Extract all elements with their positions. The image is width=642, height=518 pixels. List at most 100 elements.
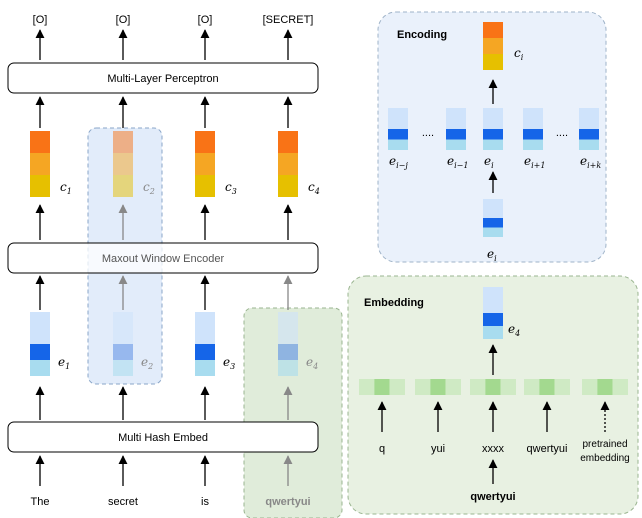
pretrained-label-line-2: embedding: [580, 453, 629, 464]
feature-vector-5: [582, 379, 628, 395]
embed-label-4-sub: 4: [312, 362, 318, 371]
encoding-input-label-sub: i: [494, 254, 497, 263]
embed-vector-4-upper: [278, 328, 298, 344]
embed-vector-1-bottom: [30, 360, 50, 376]
context-vector-2-bottom: [113, 175, 133, 197]
embedding-output-vector-mid: [483, 313, 503, 326]
encoding-input-label: ei: [487, 247, 497, 263]
window-dots-left: ....: [422, 127, 434, 139]
embed-vector-2-top: [113, 312, 133, 328]
encoding-input-vector-bottom: [483, 227, 503, 237]
embed-label-1: e1: [58, 355, 70, 371]
feature-vector-5-seg-3: [612, 379, 628, 395]
embed-vector-4-bottom: [278, 360, 298, 376]
window-vector-4-bottom: [523, 139, 543, 150]
window-vector-3: [483, 108, 503, 150]
encoding-output-vector-top: [483, 22, 503, 38]
hash-embed-label: Multi Hash Embed: [118, 432, 208, 444]
encoding-output-label-base: c: [514, 46, 521, 60]
window-vector-1-mid: [388, 129, 408, 140]
maxout-layer: Maxout Window Encoder: [7, 242, 319, 274]
context-label-1-sub: 1: [67, 187, 72, 196]
window-vector-5-upper: [579, 118, 599, 129]
embedding-output-label-base: e: [508, 322, 515, 336]
embedding-output-vector: [483, 287, 503, 339]
feature-vector-5-seg-2: [597, 379, 613, 395]
window-dots-right: ....: [556, 127, 568, 139]
window-vector-4-top: [523, 108, 543, 119]
embed-vector-4-mid: [278, 344, 298, 360]
encoding-input-vector-mid: [483, 218, 503, 228]
mlp-layer: Multi-Layer Perceptron: [7, 62, 319, 94]
window-label-2-sub: i−1: [454, 161, 468, 170]
context-vector-4-top: [278, 131, 298, 153]
embed-label-1-sub: 1: [65, 362, 70, 371]
context-vector-1-mid: [30, 153, 50, 175]
input-word-2: secret: [108, 496, 138, 508]
embed-vector-2-mid: [113, 344, 133, 360]
encoding-input-label-base: e: [487, 247, 494, 261]
feature-vector-2-seg-2: [430, 379, 446, 395]
context-label-3-base: c: [225, 180, 232, 194]
window-label-2: ei−1: [447, 154, 468, 170]
context-label-4: c4: [308, 180, 320, 196]
feature-label-2: yui: [431, 443, 445, 455]
feature-vector-4: [524, 379, 570, 395]
embed-label-2-base: e: [141, 355, 148, 369]
embedding-title: Embedding: [364, 297, 424, 309]
embed-label-2-sub: 2: [147, 362, 153, 371]
feature-vector-1-seg-2: [374, 379, 390, 395]
context-vector-2-mid: [113, 153, 133, 175]
window-vector-2-mid: [446, 129, 466, 140]
context-label-4-sub: 4: [314, 187, 320, 196]
window-vector-2-upper: [446, 118, 466, 129]
embed-vector-1-upper: [30, 328, 50, 344]
embed-label-1-base: e: [58, 355, 65, 369]
encoding-title: Encoding: [397, 29, 447, 41]
embed-vector-2-bottom: [113, 360, 133, 376]
window-label-2-base: e: [447, 154, 454, 168]
window-label-3-sub: i: [491, 161, 494, 170]
window-vector-2: [446, 108, 466, 150]
embedding-output-vector-upper: [483, 300, 503, 313]
embed-vector-1-top: [30, 312, 50, 328]
embed-vector-3-top: [195, 312, 215, 328]
feature-vector-2-seg-1: [415, 379, 431, 395]
window-vector-2-top: [446, 108, 466, 119]
window-label-3-base: e: [484, 154, 491, 168]
input-word-3: is: [201, 496, 209, 508]
pretrained-label-line-1: pretrained: [582, 439, 627, 450]
feature-vector-5-seg-1: [582, 379, 598, 395]
context-label-3: c3: [225, 180, 237, 196]
window-vector-5-top: [579, 108, 599, 119]
feature-vector-3-seg-2: [485, 379, 501, 395]
embed-vector-2: [113, 312, 133, 376]
context-vector-4-bottom: [278, 175, 298, 197]
window-label-5: ei+k: [580, 154, 601, 170]
embedding-word: qwertyui: [470, 491, 515, 503]
encoding-output-vector-bottom: [483, 54, 503, 70]
embed-vector-3-bottom: [195, 360, 215, 376]
feature-vector-1-seg-1: [359, 379, 375, 395]
embed-label-3-sub: 3: [230, 362, 235, 371]
window-label-5-sub: i+k: [587, 161, 601, 170]
output-label-4: [SECRET]: [263, 14, 314, 26]
context-vector-1: [30, 131, 50, 197]
output-label-2: [O]: [116, 14, 131, 26]
embed-vector-4-top: [278, 312, 298, 328]
embed-vector-1: [30, 312, 50, 376]
mlp-label: Multi-Layer Perceptron: [107, 73, 218, 85]
feature-label-4: qwertyui: [527, 443, 568, 455]
window-vector-5: [579, 108, 599, 150]
window-label-5-base: e: [580, 154, 587, 168]
embed-vector-4: [278, 312, 298, 376]
feature-vector-3: [470, 379, 516, 395]
feature-vector-4-seg-1: [524, 379, 540, 395]
context-vector-2: [113, 131, 133, 197]
window-label-4: ei+1: [524, 154, 545, 170]
window-vector-3-top: [483, 108, 503, 119]
context-label-1: c1: [60, 180, 72, 196]
feature-label-1: q: [379, 443, 385, 455]
hash-embed-layer: Multi Hash Embed: [7, 421, 319, 453]
